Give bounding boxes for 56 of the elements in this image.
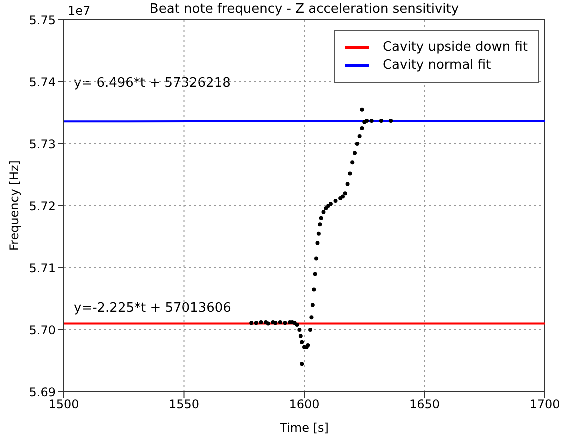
point [298,328,302,332]
y-tick-label: 5.75 [29,13,56,28]
point [348,172,352,176]
point [250,321,254,326]
y-axis-title: Frequency [Hz] [7,160,22,251]
point [379,119,384,124]
point [314,256,319,261]
point [316,241,320,246]
point [300,340,304,344]
point [254,321,258,326]
point [318,222,322,227]
point [350,160,355,165]
y-tick-label: 5.71 [29,261,56,276]
y-tick-label: 5.69 [29,385,56,400]
point [312,288,316,292]
point [370,119,374,124]
legend-label: Cavity normal fit [382,58,492,73]
point [274,321,278,326]
point [310,316,314,320]
point [300,362,304,366]
x-tick-label: 1650 [409,398,440,412]
chart-title: Beat note frequency - Z acceleration sensitivity [150,2,460,17]
point [340,194,345,199]
text: 1e7 [68,4,91,18]
point [346,182,350,186]
point [334,199,338,204]
point [283,321,288,326]
point [360,126,364,130]
point [313,272,318,276]
point [324,206,328,210]
annotation: y=-2.225*t + 57013606 [74,301,232,316]
point [295,323,300,328]
point [308,328,313,332]
point [259,320,264,325]
point [310,303,315,308]
point [353,151,358,156]
x-axis-title: Time [s] [279,421,329,435]
point [355,142,360,146]
point [343,192,348,196]
point [389,119,394,124]
y-tick-label: 5.72 [29,199,56,214]
point [278,320,282,325]
point [322,210,326,214]
y-tick-label: 5.73 [29,137,56,152]
y-tick-label: 5.70 [29,323,56,338]
point [365,119,370,124]
x-tick-label: 1600 [289,398,320,412]
x-tick-label: 1500 [48,398,80,412]
y-tick-label: 5.74 [29,75,56,90]
legend-label: Cavity upside down fit [382,40,528,55]
point [360,108,364,112]
point [298,334,303,338]
point [358,134,362,139]
x-tick-label: 1550 [168,398,200,412]
point [319,216,324,220]
point [316,232,321,236]
